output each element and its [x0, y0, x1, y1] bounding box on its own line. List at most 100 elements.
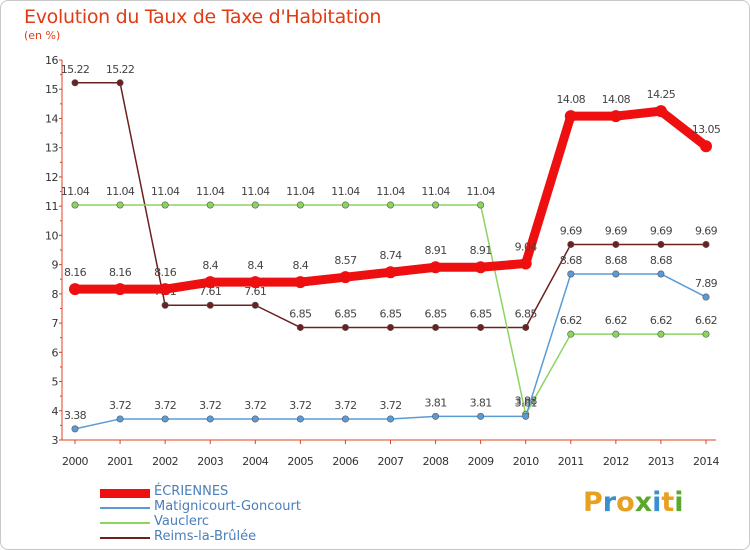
- data-point-matignicourt-goncourt: [432, 412, 440, 420]
- y-tick-label: 5: [52, 376, 59, 389]
- legend-swatch-reims-la-brulee: [100, 537, 150, 539]
- data-label-ecriennes: 8.16: [109, 266, 132, 279]
- data-label-reims-la-brulee: 6.85: [515, 307, 538, 320]
- data-point-matignicourt-goncourt: [386, 415, 394, 423]
- data-point-ecriennes: [114, 283, 127, 296]
- data-point-matignicourt-goncourt: [251, 415, 259, 423]
- logo-letter: o: [616, 487, 635, 518]
- data-label-matignicourt-goncourt: 3.81: [470, 396, 492, 409]
- data-label-vauclerc: 11.04: [421, 185, 450, 198]
- y-tick-label: 4: [52, 405, 59, 418]
- legend-swatch-vauclerc: [100, 522, 150, 524]
- data-point-matignicourt-goncourt: [206, 415, 214, 423]
- data-point-ecriennes: [519, 257, 532, 270]
- x-tick-label: 2002: [152, 455, 178, 468]
- data-point-reims-la-brulee: [612, 240, 620, 248]
- data-point-matignicourt-goncourt: [567, 270, 575, 278]
- x-tick-label: 2013: [648, 455, 674, 468]
- data-label-matignicourt-goncourt: 3.72: [199, 399, 221, 412]
- data-label-vauclerc: 6.62: [650, 314, 672, 327]
- data-point-reims-la-brulee: [341, 323, 349, 331]
- data-point-matignicourt-goncourt: [296, 415, 304, 423]
- x-tick-label: 2000: [62, 455, 88, 468]
- logo-letter: i: [652, 487, 662, 518]
- data-point-vauclerc: [71, 201, 79, 209]
- data-label-matignicourt-goncourt: 3.81: [515, 396, 537, 409]
- x-tick-label: 2006: [332, 455, 358, 468]
- x-tick-label: 2008: [423, 455, 449, 468]
- data-point-vauclerc: [477, 201, 485, 209]
- data-label-vauclerc: 6.62: [695, 314, 717, 327]
- data-label-vauclerc: 6.62: [605, 314, 627, 327]
- y-tick-label: 16: [45, 54, 58, 67]
- data-label-vauclerc: 11.04: [286, 185, 315, 198]
- data-point-vauclerc: [657, 330, 665, 338]
- legend-swatch-matignicourt-goncourt: [100, 507, 150, 509]
- x-tick-label: 2010: [513, 455, 539, 468]
- data-point-reims-la-brulee: [522, 323, 530, 331]
- data-label-ecriennes: 14.08: [557, 93, 586, 106]
- data-point-reims-la-brulee: [702, 240, 710, 248]
- data-label-vauclerc: 6.62: [560, 314, 582, 327]
- legend-label-ecriennes: ÉCRIENNES: [154, 484, 229, 499]
- data-point-ecriennes: [700, 140, 712, 153]
- data-point-reims-la-brulee: [116, 79, 124, 87]
- x-tick-label: 2012: [603, 455, 629, 468]
- data-label-reims-la-brulee: 6.85: [425, 307, 448, 320]
- y-tick-label: 13: [45, 142, 58, 155]
- data-point-vauclerc: [612, 330, 620, 338]
- y-tick-label: 6: [52, 346, 59, 359]
- data-label-ecriennes: 8.57: [334, 254, 357, 267]
- data-point-ecriennes: [429, 261, 442, 274]
- x-tick-label: 2003: [197, 455, 223, 468]
- data-point-matignicourt-goncourt: [657, 270, 665, 278]
- data-label-matignicourt-goncourt: 3.72: [109, 399, 131, 412]
- y-tick-label: 15: [45, 83, 58, 96]
- data-label-matignicourt-goncourt: 3.72: [334, 399, 356, 412]
- data-point-reims-la-brulee: [71, 79, 79, 87]
- y-tick-label: 7: [52, 317, 59, 330]
- data-label-ecriennes: 8.4: [247, 259, 263, 272]
- data-label-ecriennes: 8.91: [425, 244, 447, 257]
- data-label-reims-la-brulee: 15.22: [61, 63, 90, 76]
- data-label-ecriennes: 14.08: [602, 93, 631, 106]
- x-tick-label: 2005: [287, 455, 313, 468]
- data-label-matignicourt-goncourt: 3.72: [379, 399, 401, 412]
- data-point-ecriennes: [384, 266, 397, 279]
- data-point-vauclerc: [116, 201, 124, 209]
- data-label-matignicourt-goncourt: 3.81: [425, 396, 447, 409]
- data-point-reims-la-brulee: [432, 323, 440, 331]
- data-point-reims-la-brulee: [386, 323, 394, 331]
- data-point-ecriennes: [249, 276, 262, 289]
- legend-label-matignicourt-goncourt: Matignicourt-Goncourt: [154, 499, 301, 514]
- data-point-vauclerc: [567, 330, 575, 338]
- data-label-vauclerc: 11.04: [241, 185, 270, 198]
- chart-title: Evolution du Taux de Taxe d'Habitation: [24, 6, 382, 28]
- data-label-ecriennes: 13.05: [692, 123, 721, 136]
- data-point-vauclerc: [206, 201, 214, 209]
- data-label-reims-la-brulee: 7.61: [244, 285, 266, 298]
- y-tick-label: 14: [45, 112, 58, 125]
- data-point-reims-la-brulee: [657, 240, 665, 248]
- data-point-reims-la-brulee: [161, 301, 169, 309]
- data-label-vauclerc: 11.04: [106, 185, 135, 198]
- data-label-matignicourt-goncourt: 3.38: [64, 409, 87, 422]
- data-point-matignicourt-goncourt: [477, 412, 485, 420]
- y-tick-label: 8: [52, 288, 59, 301]
- data-label-vauclerc: 11.04: [376, 185, 405, 198]
- data-label-ecriennes: 8.16: [64, 266, 87, 279]
- data-point-vauclerc: [432, 201, 440, 209]
- data-point-reims-la-brulee: [477, 323, 485, 331]
- data-label-ecriennes: 8.4: [293, 259, 309, 272]
- data-point-matignicourt-goncourt: [71, 425, 79, 433]
- data-label-reims-la-brulee: 9.69: [605, 224, 628, 237]
- y-tick-label: 9: [52, 259, 59, 272]
- data-label-matignicourt-goncourt: 8.68: [605, 254, 628, 267]
- data-label-vauclerc: 11.04: [61, 185, 90, 198]
- data-label-vauclerc: 11.04: [466, 185, 495, 198]
- data-point-vauclerc: [702, 330, 710, 338]
- data-label-vauclerc: 11.04: [151, 185, 180, 198]
- data-point-matignicourt-goncourt: [341, 415, 349, 423]
- data-point-ecriennes: [204, 276, 217, 289]
